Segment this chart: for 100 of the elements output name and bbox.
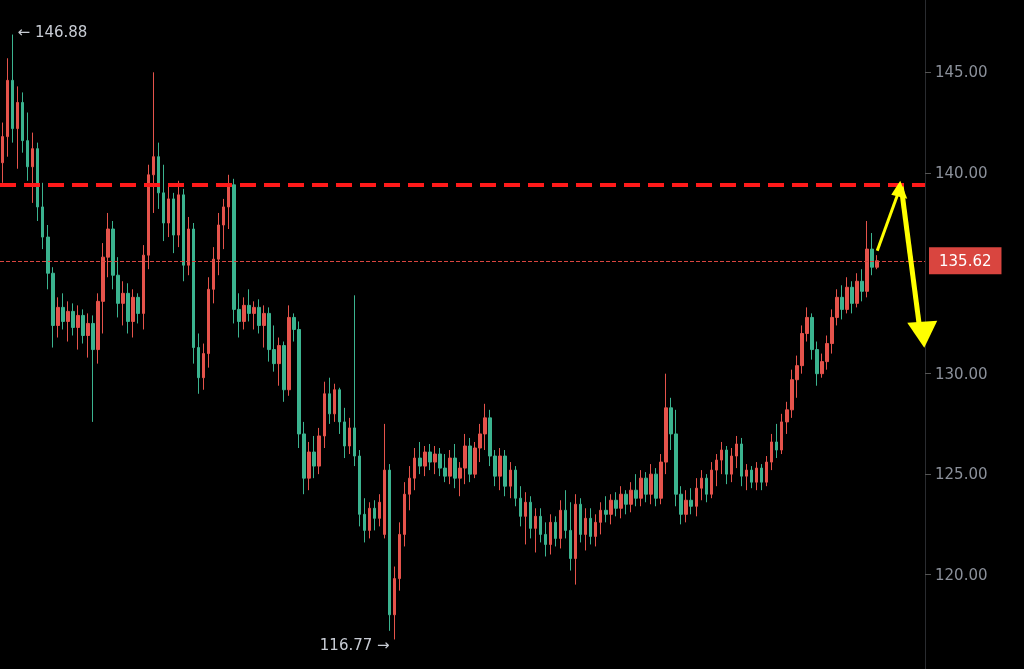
candlestick <box>614 491 618 517</box>
ref-line-label: 135.62 <box>939 251 992 270</box>
candlestick <box>368 501 371 539</box>
candlestick <box>212 246 215 304</box>
candlestick <box>619 485 623 519</box>
candlestick <box>227 174 230 230</box>
candlestick <box>750 465 753 489</box>
candlestick <box>383 423 386 539</box>
candlestick <box>252 300 256 330</box>
candlestick <box>735 435 738 469</box>
candlestick <box>549 513 552 555</box>
candlestick <box>544 521 547 557</box>
candlestick <box>358 449 361 527</box>
candlestick <box>147 164 150 270</box>
candlestick <box>780 413 783 455</box>
candlestick <box>398 521 401 592</box>
candlestick <box>765 455 768 487</box>
candlestick <box>468 437 472 483</box>
candlestick <box>202 343 205 391</box>
candlestick <box>644 471 648 503</box>
candlestick <box>755 461 758 491</box>
candlestick <box>584 507 587 551</box>
y-tick-label: 145.00 <box>935 63 988 82</box>
candlestick <box>865 220 869 298</box>
candlestick <box>870 232 874 276</box>
candlestick <box>197 333 200 395</box>
candlestick <box>167 184 170 238</box>
candlestick <box>720 441 723 475</box>
candlestick <box>257 298 261 334</box>
candlestick <box>121 280 125 326</box>
candlestick <box>247 288 251 322</box>
candlestick <box>76 304 80 351</box>
candlestick <box>36 142 39 222</box>
candlestick <box>649 463 653 505</box>
candlestick <box>16 85 19 170</box>
candlestick <box>514 465 517 507</box>
candlestick <box>317 427 321 475</box>
candlestick <box>277 337 281 387</box>
candlestick <box>26 112 29 182</box>
candlestick <box>282 341 286 403</box>
candlestick <box>172 192 175 254</box>
candlestick <box>136 292 140 324</box>
candlestick <box>700 469 703 501</box>
candlestick <box>242 296 246 330</box>
candlestick <box>91 314 95 423</box>
candlestick <box>745 463 748 491</box>
candlestick <box>66 300 70 343</box>
candlestick <box>850 280 854 314</box>
candlestick <box>498 447 502 491</box>
candlestick <box>378 493 381 527</box>
candlestick <box>363 497 366 543</box>
candlestick <box>31 132 34 204</box>
candlestick <box>338 387 341 435</box>
candlestick <box>589 507 592 545</box>
candlestick <box>604 495 608 523</box>
candlestick <box>599 501 602 535</box>
candlestick <box>56 296 60 339</box>
candlestick <box>207 276 210 369</box>
candlestick <box>624 489 628 515</box>
candlestick <box>393 566 396 640</box>
candlestick <box>705 473 708 503</box>
candlestick <box>554 515 557 547</box>
candlestick <box>1 122 4 184</box>
candlestick <box>21 91 24 154</box>
candlestick <box>569 501 572 572</box>
candlestick <box>428 443 432 471</box>
candlestick <box>328 377 331 425</box>
candlestick <box>840 284 844 320</box>
y-tick-label: 120.00 <box>935 565 988 584</box>
y-tick-label: 140.00 <box>935 163 988 182</box>
annotation: ← 146.88 <box>17 22 88 41</box>
candlestick <box>579 497 582 543</box>
y-tick-label: 125.00 <box>935 465 988 484</box>
annotation: 116.77 → <box>319 636 390 655</box>
candlestick <box>182 188 185 282</box>
candlestick <box>634 473 638 507</box>
candlestick <box>413 447 416 491</box>
candlestick <box>594 513 597 547</box>
candlestick <box>725 445 728 485</box>
candlestick <box>860 268 864 302</box>
candlestick <box>574 493 577 586</box>
candlestick <box>730 447 733 483</box>
candlestick <box>323 381 326 449</box>
candlestick <box>312 435 316 479</box>
candlestick <box>433 445 437 475</box>
candlestick <box>453 443 457 489</box>
candlestick <box>559 499 562 549</box>
candlestick <box>509 461 512 499</box>
candlestick <box>187 216 190 276</box>
candlestick <box>654 467 658 507</box>
candlestick <box>770 433 773 471</box>
candlestick <box>343 407 346 459</box>
candlestick <box>177 180 180 248</box>
candlestick <box>408 465 411 511</box>
candlestick <box>157 142 160 210</box>
candlestick <box>519 485 522 527</box>
candlestick <box>684 489 688 523</box>
candlestick <box>131 288 135 339</box>
candlestick <box>307 441 311 491</box>
candlestick <box>855 272 859 308</box>
